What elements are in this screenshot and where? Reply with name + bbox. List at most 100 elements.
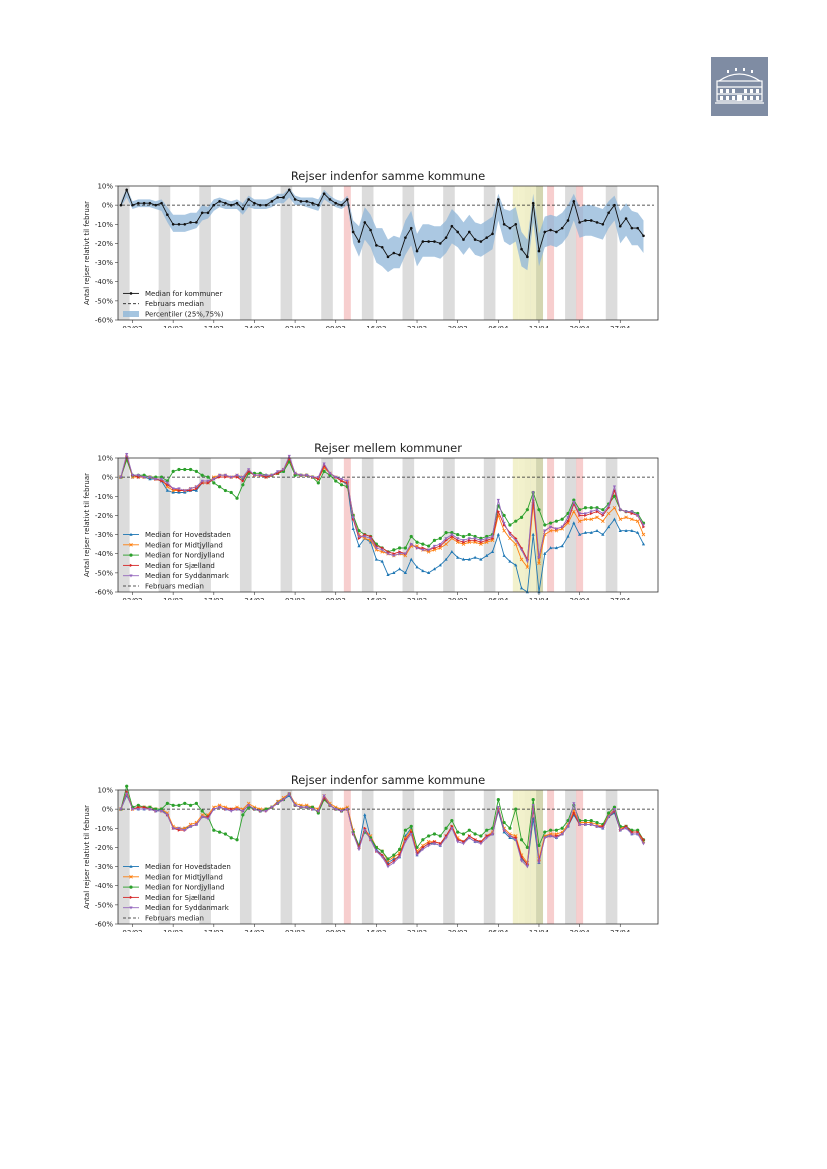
event-band [343,790,351,924]
x-tick-label: 06/04 [488,929,509,932]
y-tick-label: -30% [95,259,113,267]
data-point [438,563,442,567]
data-point [502,820,506,825]
legend-label: Februars median [145,300,204,308]
weekend-band [483,790,496,924]
x-tick-label: 20/04 [570,325,591,328]
y-tick-label: -60% [95,589,113,597]
data-point [415,845,419,850]
data-point [496,532,500,536]
legend-label: Median for Sjælland [145,562,215,570]
data-point [502,528,506,533]
data-point [548,834,553,838]
data-point [403,546,408,550]
data-point [241,809,245,813]
data-point [206,475,210,479]
data-point [439,544,443,548]
data-point [473,238,477,241]
data-point [409,534,413,539]
data-point [188,825,193,829]
data-point [299,200,303,203]
data-point [276,470,280,474]
data-point [386,572,390,576]
data-point [129,864,133,868]
data-point [206,817,210,821]
data-point [188,487,193,491]
data-point [467,828,471,832]
x-tick-label: 23/03 [407,929,427,932]
data-point [129,553,133,557]
data-point [543,551,547,555]
data-point [322,469,326,473]
data-point [339,483,344,487]
data-point [276,471,280,475]
data-point [601,512,605,516]
data-point [334,479,338,483]
data-point [130,807,135,811]
data-point [129,885,133,889]
data-point [636,530,640,534]
data-point [554,527,558,531]
data-point [438,844,442,848]
data-point [554,519,558,523]
data-point [218,806,222,810]
data-point [479,540,483,544]
data-point [612,494,617,498]
x-tick-label: 09/03 [326,325,346,328]
data-point [432,832,437,836]
data-point [543,529,547,533]
plot-frame [117,789,659,925]
data-point [548,528,553,533]
data-point [589,819,593,823]
data-point [305,806,309,810]
data-point [560,826,564,830]
data-point [461,557,466,561]
data-point [549,228,552,232]
data-point [514,539,518,543]
data-point [171,222,175,226]
data-point [461,539,466,543]
data-point [421,838,425,842]
data-point [490,550,495,553]
data-point [129,563,133,567]
legend-label: Februars median [145,583,204,591]
data-point [129,895,133,899]
data-point [409,824,413,828]
data-point [456,830,460,834]
data-point [177,490,181,494]
data-point [537,508,541,512]
data-point [641,542,646,546]
data-point [601,519,605,523]
data-point [380,849,384,853]
data-point [148,475,152,479]
data-point [235,474,239,478]
data-point [584,219,587,222]
x-tick-label: 17/02 [204,325,224,328]
data-point [624,217,628,220]
data-point [438,242,442,245]
data-point [514,519,518,523]
data-point [601,222,605,226]
data-point [229,475,233,479]
x-tick-label: 16/03 [366,597,386,600]
data-point [177,827,181,831]
data-point [531,491,535,495]
data-point [171,490,175,494]
chart-3: Rejser indenfor samme kommune Antal rejse… [83,773,659,932]
data-point [363,829,367,832]
data-point [433,546,437,550]
data-point [438,542,442,546]
data-point [526,255,529,259]
data-point [497,510,501,514]
data-point [287,454,291,458]
data-point [212,477,216,481]
data-point [461,832,466,836]
data-point [572,509,576,514]
holiday-band [518,458,525,592]
data-point [502,513,506,518]
data-point [340,479,344,483]
data-point [177,467,181,472]
data-point [427,844,431,848]
data-point [224,201,227,205]
data-point [165,488,169,492]
